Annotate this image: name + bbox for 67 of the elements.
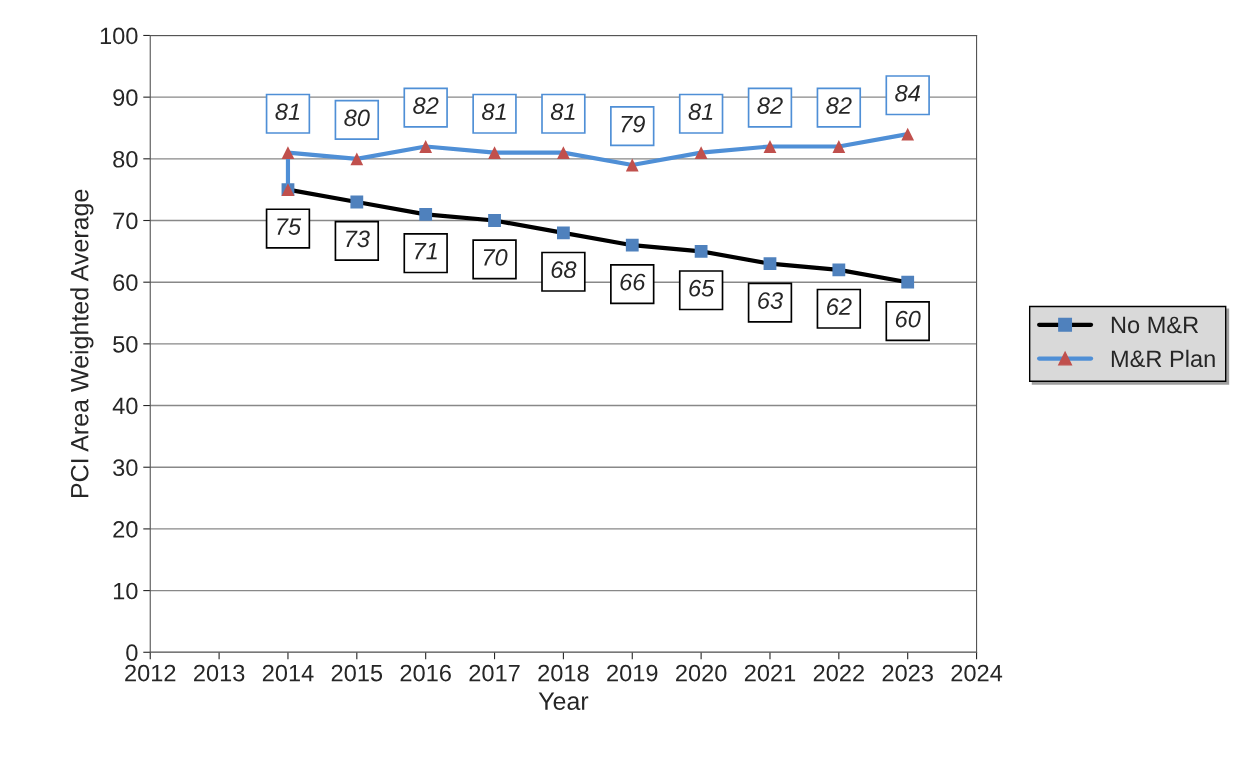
point (350, 152, 364, 166)
x-tick-label: 2016 (400, 664, 451, 682)
x-tick-label: 2020 (676, 664, 727, 682)
data-label: 66 (620, 273, 646, 291)
x-tick-label: 2017 (469, 664, 520, 682)
point (557, 226, 570, 240)
y-axis-title: PCI Area Weighted Average (70, 189, 94, 498)
point (694, 244, 708, 258)
data-label: 60 (895, 310, 921, 328)
y-tick-label: 0 (126, 644, 138, 662)
y-tick-label: 30 (113, 459, 138, 477)
x-tick-label: 2024 (951, 664, 1003, 682)
data-label: 82 (413, 97, 439, 114)
point (625, 238, 639, 252)
x-axis-title: Year (538, 692, 589, 710)
point (557, 146, 570, 160)
data-label: 75 (277, 218, 302, 235)
point (419, 140, 433, 153)
y-tick-label: 10 (113, 582, 138, 600)
x-tick-label: 2019 (607, 664, 658, 682)
data-label: 80 (344, 109, 370, 127)
legend-label: No M&R (1111, 316, 1199, 334)
data-label: 71 (415, 243, 437, 260)
point (832, 263, 846, 277)
x-tick-label: 2021 (744, 664, 796, 682)
x-tick-label: 2023 (882, 664, 933, 682)
data-label: 82 (757, 97, 783, 114)
y-tick-label: 40 (112, 397, 138, 415)
data-label: 84 (895, 84, 920, 102)
data-label: 73 (346, 230, 370, 248)
point (281, 146, 295, 160)
point (763, 140, 777, 153)
data-label: 63 (758, 292, 783, 309)
x-tick-label: 2018 (538, 664, 589, 682)
y-tick-label: 90 (113, 89, 138, 106)
point (625, 158, 639, 172)
point (350, 195, 364, 209)
data-label: 81 (482, 103, 506, 121)
data-label: 82 (826, 97, 852, 114)
x-tick-label: 2012 (125, 664, 176, 682)
y-tick-label: 70 (113, 212, 138, 230)
point (832, 140, 846, 153)
y-tick-label: 50 (113, 335, 138, 353)
x-tick-label: 2022 (813, 664, 864, 682)
data-label: 81 (688, 103, 713, 121)
y-tick-label: 20 (113, 520, 138, 538)
point (419, 207, 433, 221)
legend-label: M&R Plan (1111, 349, 1215, 368)
y-tick-label: 80 (113, 150, 138, 168)
data-label: 62 (827, 298, 852, 316)
data-label: 81 (550, 103, 575, 121)
data-label: 68 (551, 261, 577, 279)
data-label: 65 (689, 279, 715, 297)
point (694, 146, 708, 160)
point (901, 275, 915, 289)
point (488, 214, 501, 227)
data-label: 81 (275, 103, 300, 121)
point (488, 146, 501, 160)
point (763, 257, 777, 271)
data-label: 70 (483, 249, 508, 266)
x-tick-label: 2013 (194, 664, 245, 682)
x-tick-label: 2015 (331, 664, 383, 682)
data-label: 79 (621, 115, 645, 133)
y-tick-label: 60 (113, 274, 138, 291)
point (901, 127, 915, 141)
y-tick-label: 100 (100, 27, 138, 45)
x-tick-label: 2014 (262, 664, 314, 682)
